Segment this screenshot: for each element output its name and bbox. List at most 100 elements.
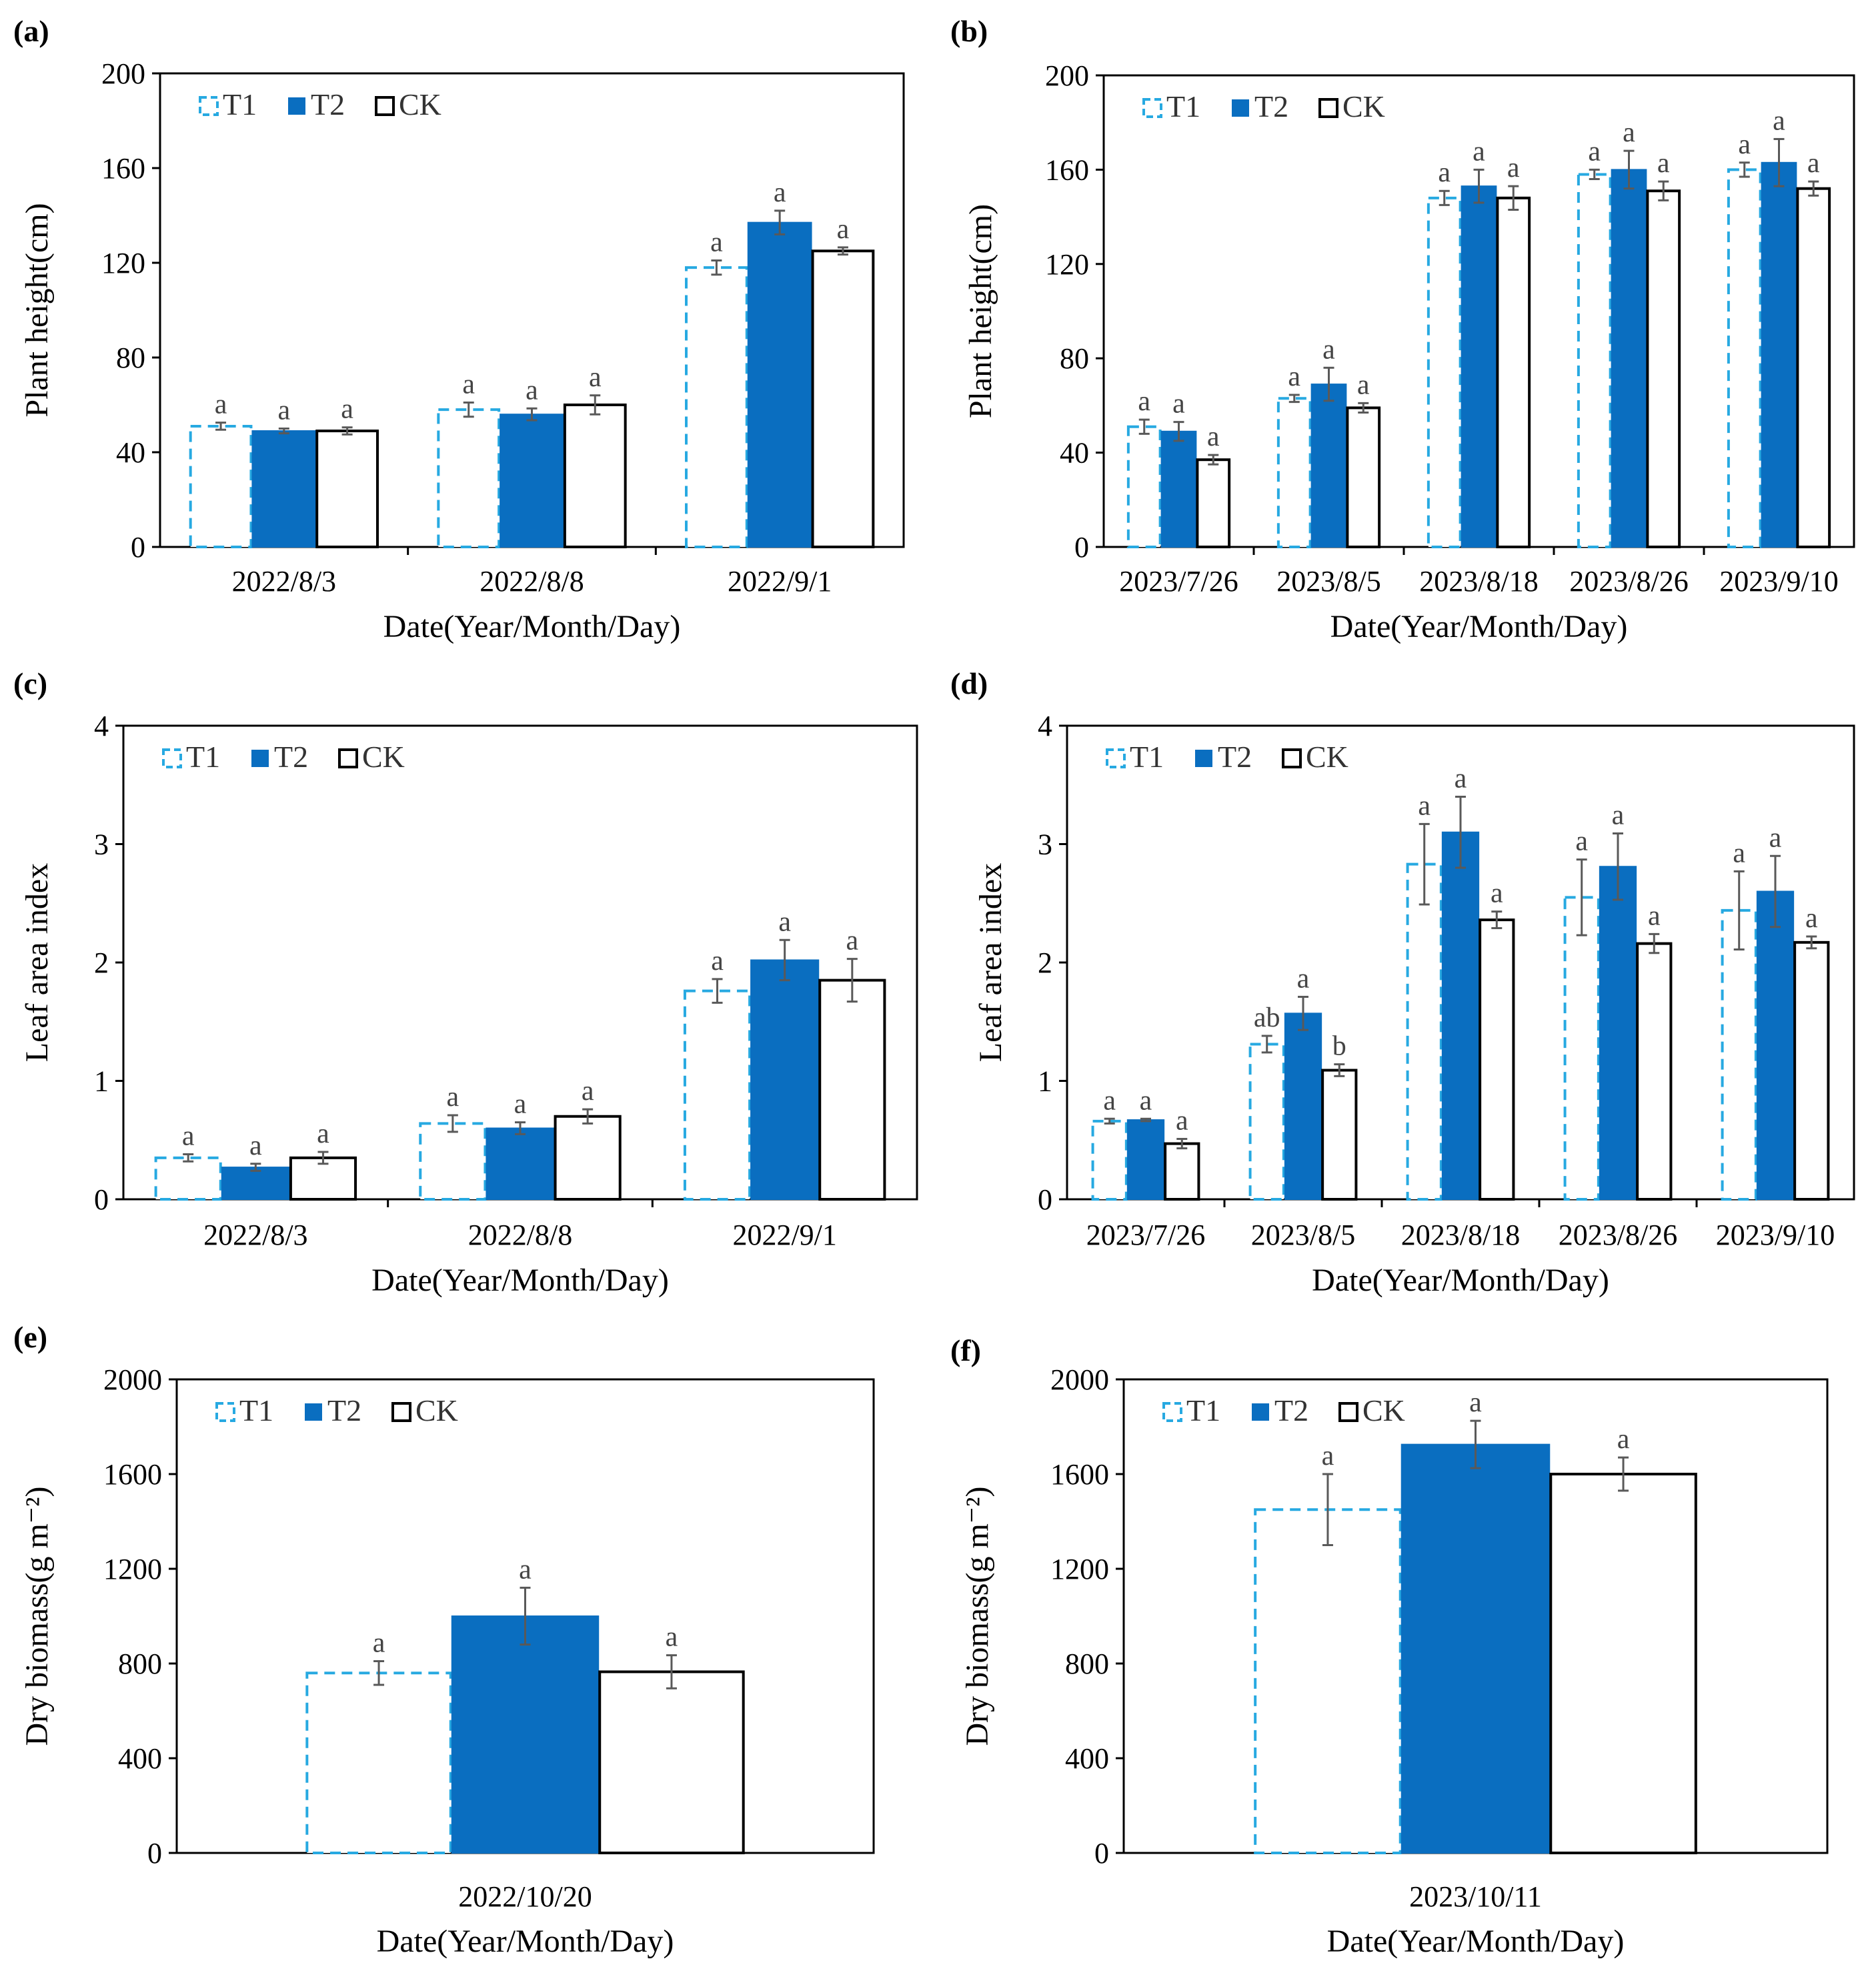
bar-ck bbox=[315, 430, 379, 548]
legend-label-ck: CK bbox=[415, 1393, 458, 1427]
panel-f: (f) 0 400 800 1200 1600 2000 Dry biomass(g m⁻²)… bbox=[950, 1333, 1829, 1959]
y-tick-label: 80 bbox=[116, 342, 145, 374]
significance-letter: a bbox=[1207, 422, 1220, 452]
significance-letter: a bbox=[1733, 838, 1745, 868]
x-axis-title: Date(Year/Month/Day) bbox=[1330, 609, 1628, 644]
legend-swatch-ck bbox=[375, 96, 395, 116]
x-axis-title: Date(Year/Month/Day) bbox=[377, 1924, 674, 1959]
legend-swatch-t2 bbox=[1195, 750, 1212, 767]
y-tick-label: 2000 bbox=[1050, 1363, 1109, 1396]
x-tick-label: 2023/9/10 bbox=[1716, 1219, 1835, 1251]
significance-letter: a bbox=[711, 946, 724, 976]
legend-swatch-t1 bbox=[215, 1402, 235, 1422]
legend-swatch-t2 bbox=[1232, 99, 1249, 117]
y-tick-label: 2 bbox=[1038, 946, 1052, 979]
panel-label: (e) bbox=[13, 1320, 47, 1354]
bar-t2 bbox=[1761, 161, 1797, 548]
significance-letter: a bbox=[519, 1554, 532, 1585]
bar-ck bbox=[1549, 1473, 1697, 1854]
x-tick-label: 2022/8/8 bbox=[468, 1219, 572, 1251]
bar-t1 bbox=[305, 1672, 452, 1854]
bar-t1 bbox=[1254, 1508, 1402, 1854]
bar-t1 bbox=[154, 1156, 222, 1201]
significance-letter: b bbox=[1332, 1031, 1346, 1062]
y-tick-label: 4 bbox=[94, 710, 109, 742]
legend-label-t2: T2 bbox=[311, 87, 345, 121]
significance-letter: a bbox=[1288, 362, 1300, 392]
significance-letter: a bbox=[1805, 903, 1818, 934]
legend-label-t2: T2 bbox=[1218, 740, 1252, 774]
y-tick-label: 1600 bbox=[1050, 1458, 1109, 1491]
y-tick-label: 200 bbox=[101, 57, 145, 90]
bar-t2 bbox=[1461, 185, 1497, 548]
bar-t1 bbox=[1406, 862, 1443, 1201]
y-tick-label: 0 bbox=[1074, 531, 1089, 564]
significance-letter: a bbox=[1769, 822, 1782, 853]
significance-letter: a bbox=[1648, 900, 1661, 931]
y-tick-label: 120 bbox=[1045, 248, 1089, 281]
x-axis-title: Date(Year/Month/Day) bbox=[1312, 1263, 1609, 1298]
significance-letter: a bbox=[1807, 148, 1820, 179]
legend-swatch-ck bbox=[1338, 1402, 1358, 1422]
bar-t2 bbox=[251, 430, 317, 548]
legend-label-ck: CK bbox=[1306, 740, 1348, 774]
bar-t2 bbox=[1126, 1119, 1165, 1200]
y-tick-label: 2 bbox=[94, 946, 109, 979]
legend-swatch-t2 bbox=[288, 97, 305, 115]
x-tick-label: 2023/7/26 bbox=[1119, 565, 1238, 598]
y-tick-label: 2000 bbox=[103, 1363, 162, 1396]
x-tick-label: 2022/9/1 bbox=[732, 1219, 836, 1251]
y-tick-label: 3 bbox=[1038, 828, 1052, 861]
bar-ck bbox=[554, 1115, 622, 1201]
bar-t1 bbox=[437, 408, 501, 548]
x-tick-label: 2023/8/26 bbox=[1559, 1219, 1677, 1251]
bar-t1 bbox=[1126, 425, 1162, 549]
bar-t2 bbox=[500, 414, 564, 548]
bar-ck bbox=[818, 978, 886, 1201]
significance-letter: a bbox=[1322, 334, 1335, 365]
panel-e: (e) 0 400 800 1200 1600 2000 Dry biomass(g m⁻²)… bbox=[13, 1320, 875, 1959]
x-axis-title: Date(Year/Month/Day) bbox=[371, 1263, 669, 1298]
x-tick-label: 2023/8/18 bbox=[1401, 1219, 1520, 1251]
y-tick-label: 800 bbox=[118, 1647, 162, 1680]
legend-label-t2: T2 bbox=[274, 740, 308, 774]
bar-ck bbox=[1196, 458, 1231, 549]
bar-t1 bbox=[419, 1122, 487, 1201]
y-tick-label: 40 bbox=[1060, 437, 1089, 470]
legend-label-t1: T1 bbox=[239, 1393, 273, 1427]
bar-t2 bbox=[1400, 1443, 1551, 1854]
significance-letter: a bbox=[778, 906, 791, 937]
legend-swatch-ck bbox=[1318, 98, 1338, 118]
significance-letter: a bbox=[1322, 1441, 1334, 1471]
x-tick-label: 2023/9/10 bbox=[1719, 565, 1838, 598]
panel-label: (b) bbox=[950, 14, 988, 48]
panel-c: (c) 0 1 2 3 4 Leaf area index a a a 2022/8/3 a a a 202… bbox=[13, 666, 918, 1298]
y-axis-title: Plant height(cm) bbox=[963, 204, 998, 418]
legend-label-t1: T1 bbox=[186, 740, 220, 774]
legend-label-ck: CK bbox=[1362, 1393, 1405, 1427]
significance-letter: ab bbox=[1254, 1003, 1280, 1033]
significance-letter: a bbox=[1773, 105, 1785, 136]
bar-t2 bbox=[1441, 831, 1480, 1200]
legend-label-t2: T2 bbox=[1274, 1393, 1308, 1427]
y-tick-label: 0 bbox=[131, 531, 145, 564]
significance-letter: a bbox=[341, 394, 353, 425]
y-tick-label: 800 bbox=[1065, 1647, 1109, 1680]
bar-t1 bbox=[1276, 397, 1312, 548]
bar-ck bbox=[1796, 187, 1831, 548]
significance-letter: a bbox=[462, 369, 475, 400]
y-tick-label: 1 bbox=[94, 1065, 109, 1098]
panel-label: (a) bbox=[13, 14, 49, 48]
legend-label-t1: T1 bbox=[1130, 740, 1164, 774]
legend-swatch-t1 bbox=[162, 748, 182, 768]
legend-label-ck: CK bbox=[362, 740, 405, 774]
bar-t1 bbox=[1721, 908, 1757, 1201]
y-tick-label: 0 bbox=[1038, 1183, 1052, 1216]
y-axis-title: Plant height(cm) bbox=[19, 203, 55, 417]
x-tick-label: 2022/10/20 bbox=[458, 1880, 592, 1913]
bar-ck bbox=[1321, 1069, 1358, 1201]
x-tick-label: 2023/10/11 bbox=[1409, 1880, 1542, 1913]
bar-t1 bbox=[683, 989, 752, 1201]
y-tick-label: 1600 bbox=[103, 1458, 162, 1491]
